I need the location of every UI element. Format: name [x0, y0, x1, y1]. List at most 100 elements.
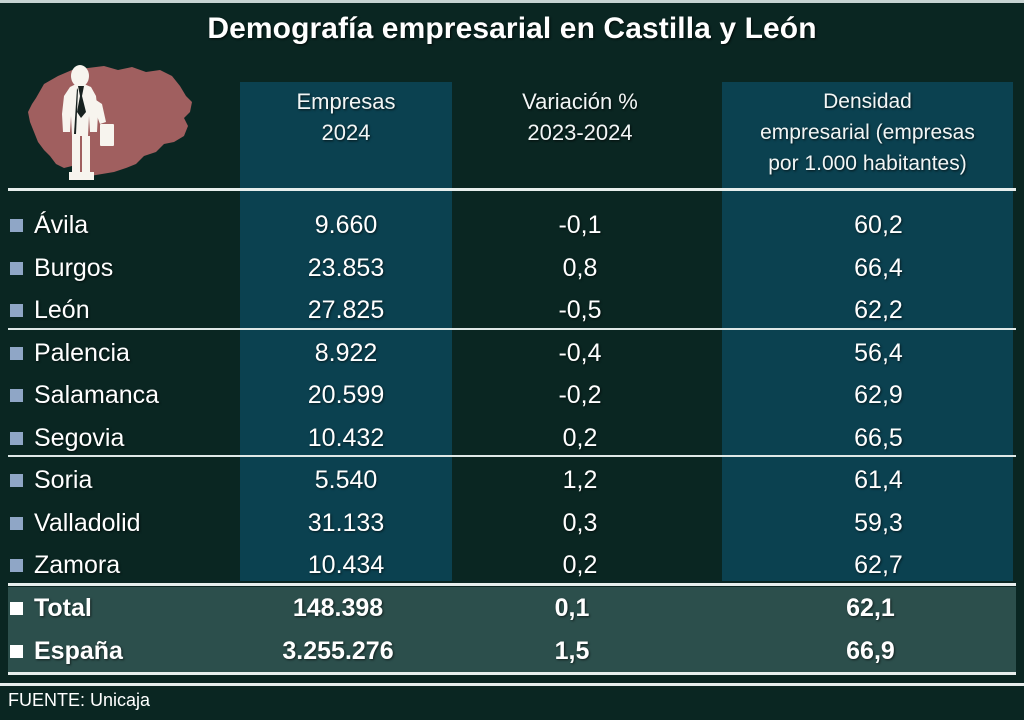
column-header-empresas-line1: Empresas	[296, 89, 396, 114]
table-row[interactable]: León 27.825 -0,5 62,2	[0, 289, 1024, 331]
table-row[interactable]: Soria 5.540 1,2 61,4	[0, 459, 1024, 501]
cell-variacion: -0,2	[558, 380, 602, 409]
table-row-total[interactable]: España 3.255.276 1,5 66,9	[0, 630, 1024, 672]
row-label: Total	[0, 594, 232, 623]
table-row[interactable]: Ávila 9.660 -0,1 60,2	[0, 204, 1024, 246]
row-label: España	[0, 637, 232, 666]
cell-variacion: -0,4	[558, 338, 602, 367]
cell-empresas: 31.133	[307, 508, 385, 537]
cell-empresas: 23.853	[307, 253, 385, 282]
bullet-square-icon	[10, 473, 23, 487]
totals-section	[8, 587, 1016, 672]
column-header-densidad-line2: empresarial (empresas	[760, 121, 975, 144]
column-band-densidad	[722, 82, 1013, 581]
column-header-densidad-line1: Densidad	[823, 90, 912, 113]
table-row[interactable]: Palencia 8.922 -0,4 56,4	[0, 332, 1024, 374]
row-label: Burgos	[0, 254, 240, 283]
bullet-square-icon	[10, 601, 23, 615]
header-divider	[8, 188, 1016, 191]
footer-divider	[0, 683, 1024, 686]
row-label: Valladolid	[0, 509, 240, 538]
cell-empresas: 3.255.276	[282, 636, 394, 665]
group-divider-1	[8, 328, 1016, 330]
row-label: Segovia	[0, 424, 240, 453]
cell-empresas: 27.825	[307, 295, 385, 324]
totals-divider-bottom	[8, 672, 1016, 675]
row-name-text: Soria	[34, 465, 93, 494]
group-divider-2	[8, 455, 1016, 457]
bullet-square-icon	[10, 558, 23, 572]
cell-variacion: 0,2	[562, 423, 598, 452]
cell-densidad: 62,9	[854, 380, 903, 409]
bullet-square-icon	[10, 261, 23, 275]
table-row[interactable]: Salamanca 20.599 -0,2 62,9	[0, 374, 1024, 416]
column-header-empresas-line2: 2024	[321, 120, 371, 145]
cell-variacion: 1,5	[554, 636, 590, 665]
row-label: Zamora	[0, 551, 240, 580]
cell-empresas: 8.922	[314, 338, 378, 367]
suit-detail	[74, 86, 86, 134]
cell-variacion: 0,2	[562, 550, 598, 579]
page-title: Demografía empresarial en Castilla y Leó…	[207, 12, 817, 45]
bullet-square-icon	[10, 516, 23, 530]
table-row[interactable]: Zamora 10.434 0,2 62,7	[0, 544, 1024, 586]
table-row[interactable]: Burgos 23.853 0,8 66,4	[0, 247, 1024, 289]
bullet-square-icon	[10, 431, 23, 445]
cell-densidad: 59,3	[854, 508, 903, 537]
column-header-variacion: Variación % 2023-2024	[468, 86, 692, 148]
row-name-text: Ávila	[34, 210, 89, 239]
cell-variacion: 0,3	[562, 508, 598, 537]
cell-empresas: 10.432	[307, 423, 385, 452]
totals-divider-top	[8, 583, 1016, 586]
column-header-empresas: Empresas 2024	[240, 86, 452, 148]
bullet-square-icon	[10, 346, 23, 360]
table-row[interactable]: Segovia 10.432 0,2 66,5	[0, 417, 1024, 459]
cell-variacion: 0,1	[554, 593, 590, 622]
row-label: Soria	[0, 466, 240, 495]
cell-empresas: 20.599	[307, 380, 385, 409]
cell-densidad: 66,9	[846, 636, 895, 665]
row-name-text: Burgos	[34, 253, 114, 282]
region-map-illustration	[14, 56, 204, 186]
bullet-square-icon	[10, 218, 23, 232]
castilla-y-leon-map-icon	[28, 65, 192, 180]
row-name-text: Segovia	[34, 423, 125, 452]
cell-variacion: -0,1	[558, 210, 602, 239]
column-header-densidad-line3: por 1.000 habitantes)	[768, 152, 967, 175]
cell-empresas: 148.398	[292, 593, 384, 622]
cell-empresas: 5.540	[314, 465, 378, 494]
cell-densidad: 56,4	[854, 338, 903, 367]
cell-densidad: 62,1	[846, 593, 895, 622]
cell-variacion: 1,2	[562, 465, 598, 494]
bullet-square-icon	[10, 303, 23, 317]
column-header-variacion-line2: 2023-2024	[527, 120, 633, 145]
cell-densidad: 66,4	[854, 253, 903, 282]
row-name-text: Total	[34, 593, 92, 622]
row-name-text: Valladolid	[34, 508, 141, 537]
column-header-variacion-line1: Variación %	[522, 89, 638, 114]
cell-empresas: 9.660	[314, 210, 378, 239]
row-name-text: León	[34, 295, 90, 324]
cell-densidad: 62,2	[854, 295, 903, 324]
table-row-total[interactable]: Total 148.398 0,1 62,1	[0, 587, 1024, 629]
cell-densidad: 61,4	[854, 465, 903, 494]
row-name-text: Salamanca	[34, 380, 160, 409]
row-label: Ávila	[0, 211, 240, 240]
cell-empresas: 10.434	[307, 550, 385, 579]
cell-variacion: -0,5	[558, 295, 602, 324]
cell-densidad: 66,5	[854, 423, 903, 452]
row-name-text: Palencia	[34, 338, 130, 367]
row-label: Palencia	[0, 339, 240, 368]
column-band-empresas	[240, 82, 452, 581]
source-note: FUENTE: Unicaja	[8, 690, 151, 710]
bullet-square-icon	[10, 644, 23, 658]
row-name-text: Zamora	[34, 550, 121, 579]
cell-variacion: 0,8	[562, 253, 598, 282]
row-label: León	[0, 296, 240, 325]
column-header-densidad: Densidad empresarial (empresas por 1.000…	[726, 86, 1009, 179]
row-name-text: España	[34, 636, 123, 665]
cell-densidad: 62,7	[854, 550, 903, 579]
table-row[interactable]: Valladolid 31.133 0,3 59,3	[0, 502, 1024, 544]
row-label: Salamanca	[0, 381, 240, 410]
